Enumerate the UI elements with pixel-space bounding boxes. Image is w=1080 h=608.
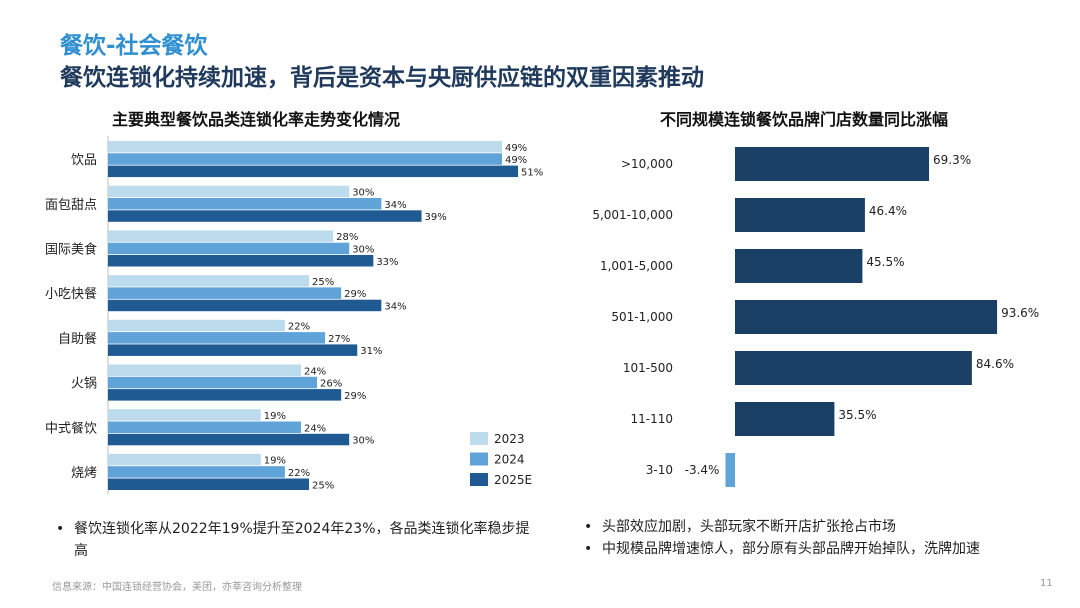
data-label: 25% [312,480,334,491]
data-label: 29% [344,289,366,300]
data-label: 84.6% [976,357,1014,371]
data-label: 34% [384,301,406,312]
size-band-label: >10,000 [621,157,673,171]
size-band-label: 101-500 [623,361,673,375]
data-label: 31% [360,346,382,357]
bullet-item: 餐饮连锁化率从2022年19%提升至2024年23%，各品类连锁化率稳步提高 [52,518,542,562]
data-label: 27% [328,334,350,345]
data-label: 19% [264,411,286,422]
bar-2023 [108,275,309,287]
size-band-label: 11-110 [630,412,673,426]
bar-2023 [108,453,261,466]
data-label: 28% [336,232,358,243]
data-label: 30% [352,244,374,255]
bar-2025E [108,210,422,222]
size-band-label: 3-10 [646,463,673,477]
bar-2024 [108,421,301,433]
bar-2025E [108,299,382,312]
data-label: 69.3% [933,153,971,167]
category-label: 小吃快餐 [45,286,97,302]
growth-bar [725,453,735,487]
data-label: 22% [288,322,310,333]
data-label: 19% [264,456,286,467]
data-label: 30% [352,187,374,198]
bar-2023 [108,185,350,198]
data-label: 35.5% [838,408,876,422]
growth-bar [735,351,972,385]
category-label: 面包甜点 [45,197,97,213]
legend-label: 2025E [494,473,532,487]
bar-2025E [108,165,519,178]
bullet-item: 中规模品牌增速惊人，部分原有头部品牌开始掉队，洗牌加速 [580,538,1060,560]
growth-bar [735,300,998,334]
right-chart-title: 不同规模连锁餐饮品牌门店数量同比涨幅 [660,110,949,129]
data-label: 30% [352,436,374,447]
bar-2025E [108,344,358,356]
data-label: 25% [312,277,334,288]
data-label: 29% [344,391,366,402]
bar-2024 [108,242,350,255]
bar-2023 [108,141,502,153]
bar-2025E [108,433,350,446]
legend-swatch [470,452,488,466]
data-label: 26% [320,379,342,390]
bar-2023 [108,230,334,242]
category-label: 国际美食 [45,241,97,257]
source-note: 信息来源：中国连锁经营协会，美团，亦莘咨询分析整理 [52,582,302,593]
bar-2024 [108,466,285,478]
bar-2023 [108,319,285,332]
size-band-label: 5,001-10,000 [592,208,673,222]
bar-2023 [108,409,261,421]
bar-2024 [108,198,382,210]
category-label: 中式餐饮 [45,420,97,436]
headline: 餐饮连锁化持续加速，背后是资本与央厨供应链的双重因素推动 [60,65,704,91]
data-label: 46.4% [869,204,907,218]
legend-swatch [470,432,488,445]
bar-2024 [108,332,326,344]
legend-label: 2024 [494,453,525,467]
bullet-item: 头部效应加剧，头部玩家不断开店扩张抢占市场 [580,516,1060,538]
bar-2024 [108,376,318,389]
bar-2023 [108,364,301,376]
data-label: 33% [376,257,398,268]
growth-bar [735,402,835,436]
bar-2024 [108,153,502,165]
data-label: 24% [304,366,326,377]
data-label: 51% [521,167,543,178]
size-band-label: 1,001-5,000 [600,259,673,273]
left-bullets: 餐饮连锁化率从2022年19%提升至2024年23%，各品类连锁化率稳步提高 [52,518,542,562]
bar-2025E [108,389,342,401]
growth-bar [735,147,930,181]
growth-bar [735,249,863,283]
category-label: 烧烤 [71,466,97,481]
data-label: -3.4% [685,463,720,477]
category-label: 饮品 [71,153,97,168]
data-label: 24% [304,423,326,434]
page-number: 11 [1040,578,1053,589]
legend-label: 2023 [494,432,525,446]
category-title: 餐饮-社会餐饮 [60,33,208,59]
data-label: 34% [384,200,406,211]
size-band-label: 501-1,000 [611,310,673,324]
data-label: 49% [505,143,527,154]
data-label: 45.5% [866,255,904,269]
left-chart-title: 主要典型餐饮品类连锁化率走势变化情况 [112,110,401,129]
growth-bar [735,198,865,232]
bar-2025E [108,478,309,490]
bar-2025E [108,255,374,267]
data-label: 39% [425,212,447,223]
data-label: 49% [505,155,527,166]
category-label: 自助餐 [58,331,97,347]
right-bullets: 头部效应加剧，头部玩家不断开店扩张抢占市场 中规模品牌增速惊人，部分原有头部品牌… [580,516,1060,560]
data-label: 93.6% [1001,306,1039,320]
legend-swatch [470,473,488,486]
data-label: 22% [288,468,310,479]
bar-2024 [108,287,342,299]
category-label: 火锅 [71,376,97,392]
